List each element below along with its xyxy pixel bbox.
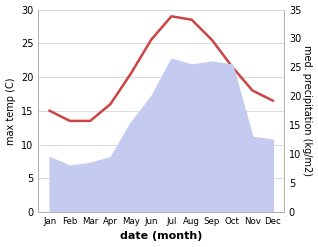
Y-axis label: max temp (C): max temp (C) — [5, 77, 16, 144]
X-axis label: date (month): date (month) — [120, 231, 203, 242]
Y-axis label: med. precipitation (kg/m2): med. precipitation (kg/m2) — [302, 45, 313, 176]
